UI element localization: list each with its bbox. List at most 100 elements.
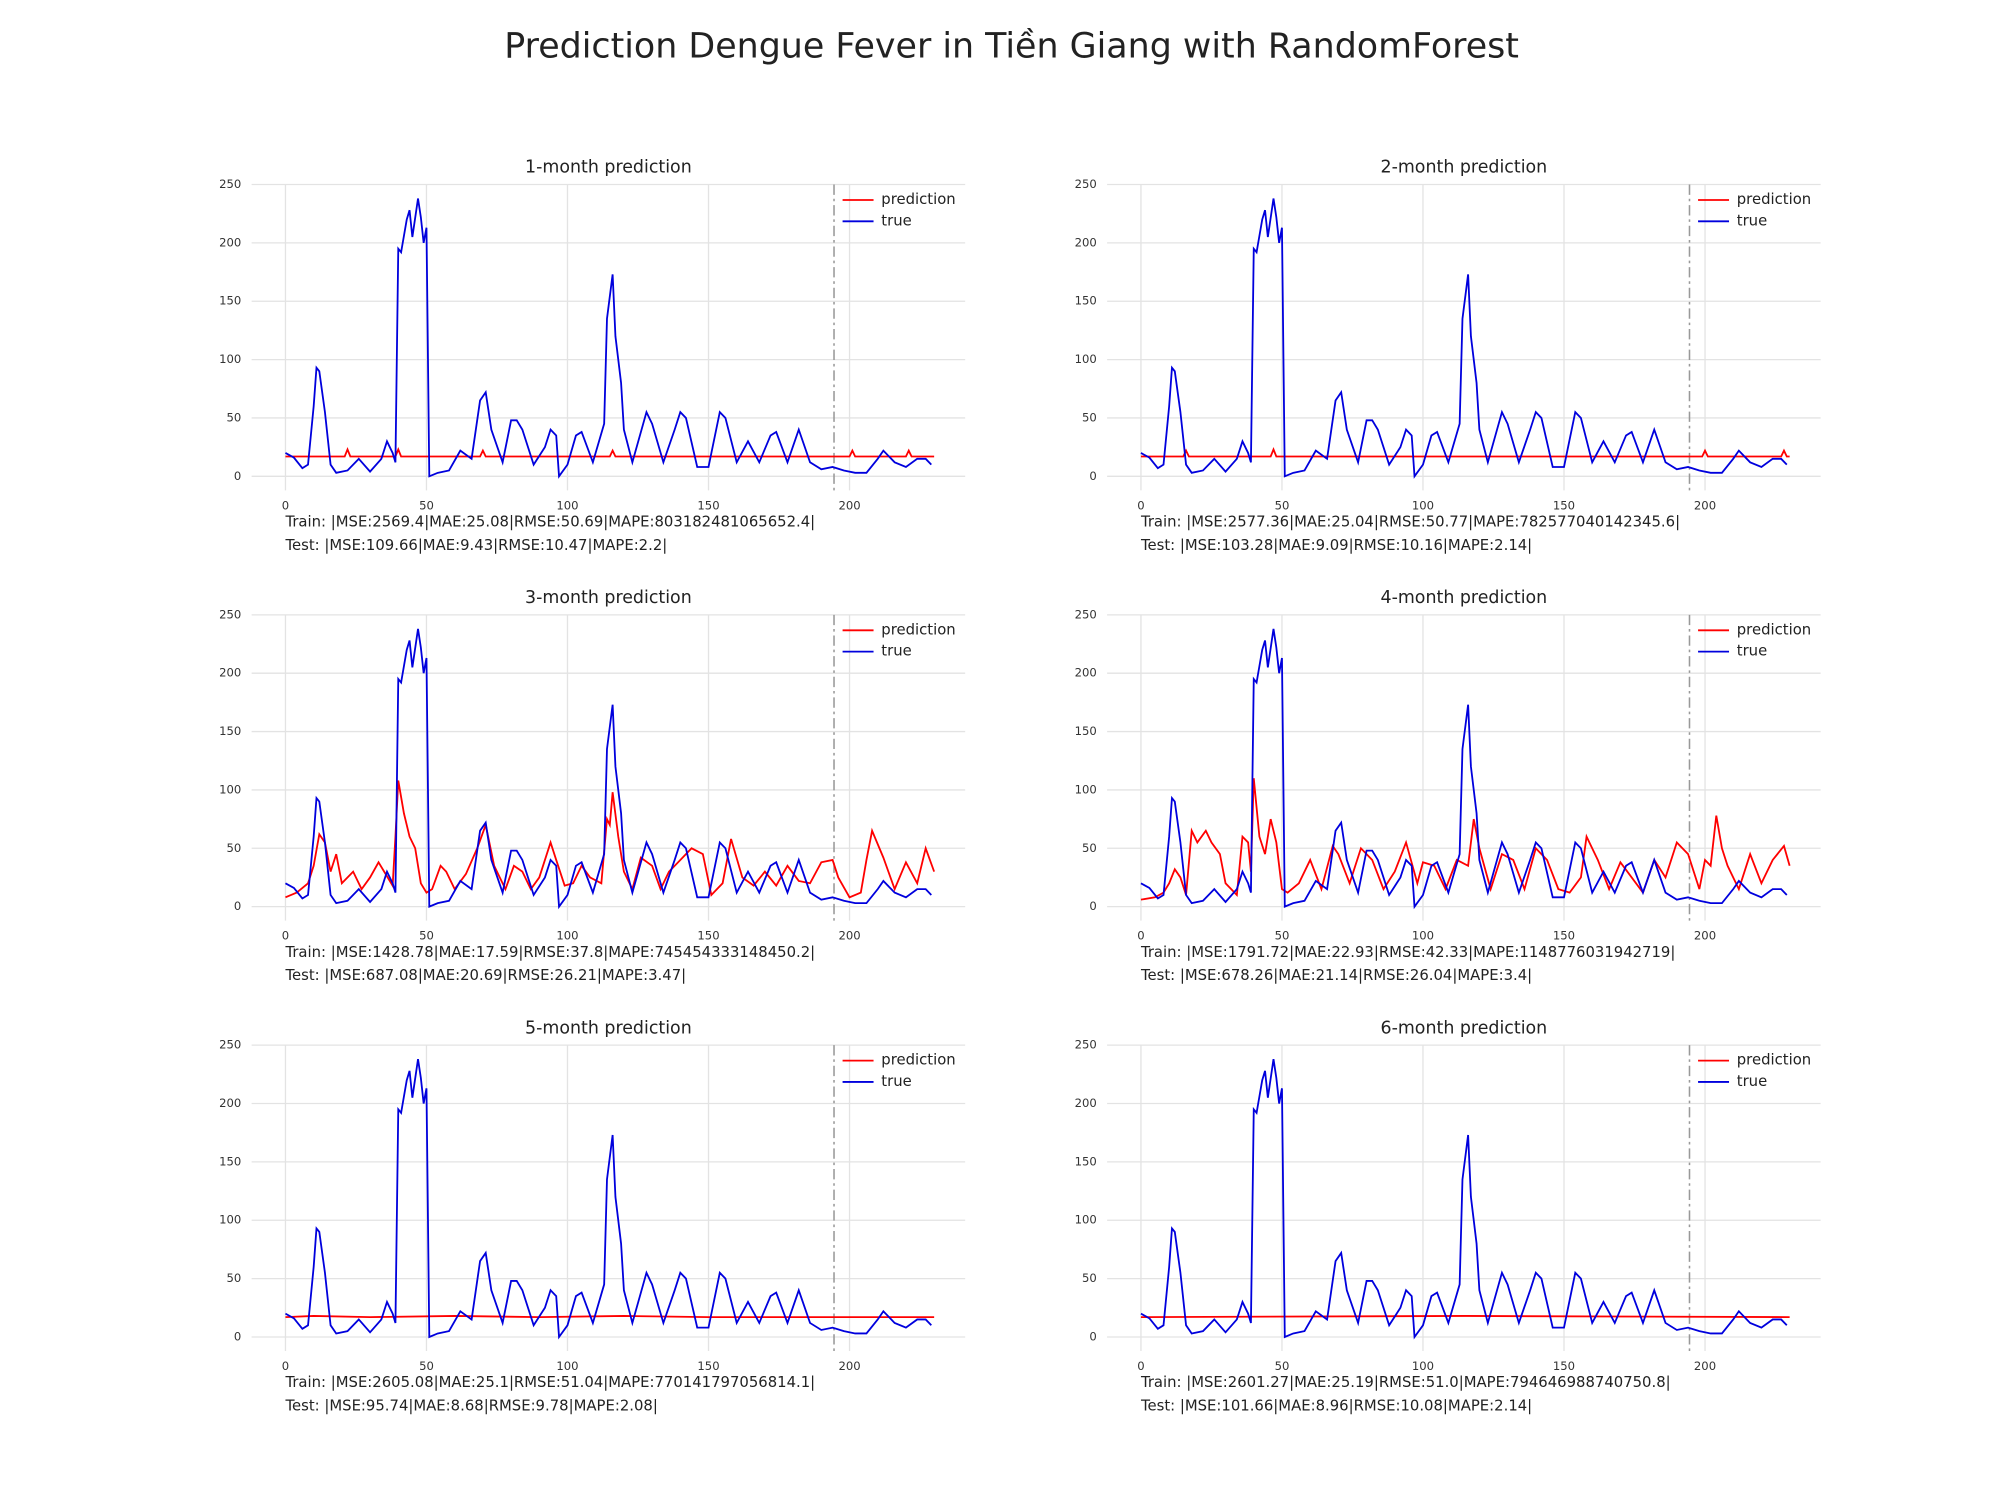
series-line <box>285 447 935 458</box>
train-metrics: Train: |MSE:2605.08|MAE:25.1|RMSE:51.04|… <box>284 1374 815 1391</box>
series-line <box>285 1059 932 1340</box>
legend-label: prediction <box>1737 621 1811 638</box>
x-tick-label: 150 <box>1553 929 1575 943</box>
y-tick-label: 250 <box>1075 177 1097 191</box>
y-tick-label: 50 <box>1082 1271 1097 1285</box>
train-metrics: Train: |MSE:2601.27|MAE:25.19|RMSE:51.0|… <box>1140 1374 1671 1391</box>
y-tick-label: 200 <box>219 1096 241 1110</box>
x-tick-label: 200 <box>1694 498 1716 512</box>
y-tick-label: 0 <box>234 1329 241 1343</box>
subplot-title: 6-month prediction <box>1381 1018 1548 1038</box>
y-tick-label: 50 <box>227 1271 242 1285</box>
legend-label: true <box>881 212 911 229</box>
subplot-title: 3-month prediction <box>525 588 692 608</box>
y-tick-label: 100 <box>1075 782 1097 796</box>
train-metrics: Train: |MSE:1428.78|MAE:17.59|RMSE:37.8|… <box>284 944 815 961</box>
train-metrics: Train: |MSE:2569.4|MAE:25.08|RMSE:50.69|… <box>284 514 815 531</box>
series-line <box>285 780 935 899</box>
x-tick-label: 200 <box>838 1359 860 1373</box>
x-tick-label: 150 <box>697 1359 719 1373</box>
legend-label: true <box>1737 1073 1767 1090</box>
x-tick-label: 50 <box>419 929 434 943</box>
y-tick-label: 0 <box>1089 469 1096 483</box>
y-tick-label: 100 <box>219 1213 241 1227</box>
test-metrics: Test: |MSE:109.66|MAE:9.43|RMSE:10.47|MA… <box>284 537 667 554</box>
x-tick-label: 50 <box>1275 1359 1290 1373</box>
series-line <box>285 198 932 479</box>
y-tick-label: 50 <box>227 410 242 424</box>
y-tick-label: 50 <box>1082 841 1097 855</box>
series-line <box>1140 1059 1788 1340</box>
legend-label: prediction <box>1737 191 1811 208</box>
legend-label: prediction <box>881 1052 955 1069</box>
x-tick-label: 150 <box>1553 1359 1575 1373</box>
test-metrics: Test: |MSE:101.66|MAE:8.96|RMSE:10.08|MA… <box>1140 1397 1532 1414</box>
x-tick-label: 150 <box>697 929 719 943</box>
test-metrics: Test: |MSE:95.74|MAE:8.68|RMSE:9.78|MAPE… <box>284 1397 657 1414</box>
x-tick-label: 50 <box>419 498 434 512</box>
legend-label: true <box>1737 643 1767 660</box>
x-tick-label: 150 <box>1553 498 1575 512</box>
legend-label: true <box>1737 212 1767 229</box>
y-tick-label: 200 <box>1075 235 1097 249</box>
y-tick-label: 200 <box>1075 1096 1097 1110</box>
x-tick-label: 100 <box>1412 498 1434 512</box>
y-tick-label: 250 <box>219 177 241 191</box>
y-tick-label: 50 <box>1082 410 1097 424</box>
x-tick-label: 150 <box>697 498 719 512</box>
x-tick-label: 200 <box>1694 929 1716 943</box>
series-line <box>1140 198 1788 479</box>
x-tick-label: 200 <box>1694 1359 1716 1373</box>
y-tick-label: 50 <box>227 841 242 855</box>
y-tick-label: 250 <box>1075 1038 1097 1052</box>
y-tick-label: 150 <box>219 724 241 738</box>
train-metrics: Train: |MSE:2577.36|MAE:25.04|RMSE:50.77… <box>1140 514 1680 531</box>
x-tick-label: 200 <box>838 498 860 512</box>
legend-label: true <box>881 643 911 660</box>
legend-label: true <box>881 1073 911 1090</box>
y-tick-label: 150 <box>219 1154 241 1168</box>
y-tick-label: 150 <box>1075 294 1097 308</box>
x-tick-label: 100 <box>556 1359 578 1373</box>
subplot-title: 5-month prediction <box>525 1018 692 1038</box>
y-tick-label: 250 <box>1075 607 1097 621</box>
y-tick-label: 150 <box>1075 724 1097 738</box>
x-tick-label: 0 <box>282 1359 289 1373</box>
y-tick-label: 100 <box>219 352 241 366</box>
legend-label: prediction <box>881 191 955 208</box>
series-line <box>285 1315 935 1319</box>
y-tick-label: 0 <box>234 899 241 913</box>
x-tick-label: 50 <box>1275 929 1290 943</box>
y-tick-label: 200 <box>219 235 241 249</box>
series-line <box>285 628 932 910</box>
y-tick-label: 250 <box>219 1038 241 1052</box>
subplot-title: 1-month prediction <box>525 158 692 178</box>
figure-title: Prediction Dengue Fever in Tiền Giang wi… <box>504 27 1519 67</box>
y-tick-label: 0 <box>1089 899 1096 913</box>
y-tick-label: 250 <box>219 607 241 621</box>
train-metrics: Train: |MSE:1791.72|MAE:22.93|RMSE:42.33… <box>1140 944 1675 961</box>
y-tick-label: 150 <box>219 294 241 308</box>
y-tick-label: 200 <box>1075 666 1097 680</box>
x-tick-label: 100 <box>1412 929 1434 943</box>
x-tick-label: 50 <box>419 1359 434 1373</box>
x-tick-label: 0 <box>282 929 289 943</box>
x-tick-label: 100 <box>556 929 578 943</box>
test-metrics: Test: |MSE:678.26|MAE:21.14|RMSE:26.04|M… <box>1140 967 1532 984</box>
y-tick-label: 100 <box>219 782 241 796</box>
x-tick-label: 0 <box>1137 498 1144 512</box>
y-tick-label: 100 <box>1075 352 1097 366</box>
x-tick-label: 200 <box>838 929 860 943</box>
legend-label: prediction <box>881 621 955 638</box>
test-metrics: Test: |MSE:687.08|MAE:20.69|RMSE:26.21|M… <box>284 967 686 984</box>
y-tick-label: 0 <box>234 469 241 483</box>
y-tick-label: 150 <box>1075 1154 1097 1168</box>
y-tick-label: 0 <box>1089 1329 1096 1343</box>
x-tick-label: 100 <box>556 498 578 512</box>
x-tick-label: 0 <box>282 498 289 512</box>
x-tick-label: 50 <box>1275 498 1290 512</box>
x-tick-label: 0 <box>1137 1359 1144 1373</box>
x-tick-label: 100 <box>1412 1359 1434 1373</box>
y-tick-label: 100 <box>1075 1213 1097 1227</box>
